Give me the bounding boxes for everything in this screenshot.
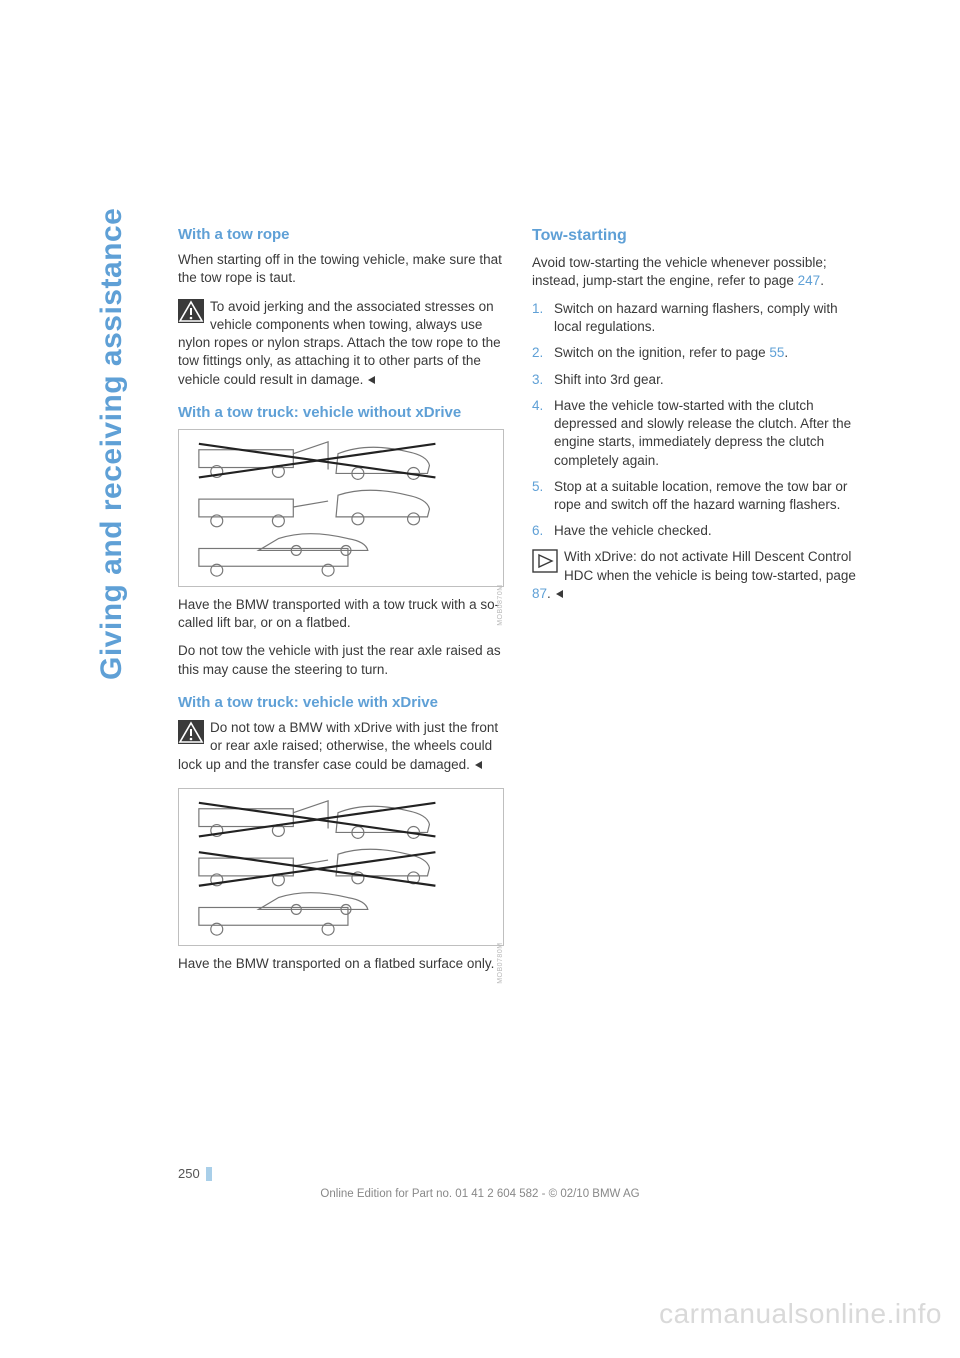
warning-block: To avoid jerking and the associated stre… [178,298,504,389]
heading-without-xdrive: With a tow truck: vehicle without xDrive [178,403,504,423]
section-tab-label: Giving and receiving assistance [95,208,129,680]
para: Do not tow the vehicle with just the rea… [178,642,504,678]
step-number: 5. [532,478,554,514]
step-text: Switch on the ignition, refer to page 55… [554,344,858,362]
list-item: 5.Stop at a suitable location, remove th… [532,478,858,514]
right-column: Tow-starting Avoid tow-starting the vehi… [532,225,858,983]
page-number: 250 [178,1166,206,1181]
list-item: 1.Switch on hazard warning flashers, com… [532,300,858,336]
heading-with-xdrive: With a tow truck: vehicle with xDrive [178,693,504,713]
list-item: 2.Switch on the ignition, refer to page … [532,344,858,362]
note-icon [532,549,558,573]
figure-id: MOB0780M [496,943,505,984]
heading-tow-rope: With a tow rope [178,225,504,245]
watermark: carmanualsonline.info [659,1298,942,1330]
step-text: Have the vehicle checked. [554,522,858,540]
steps-list: 1.Switch on hazard warning flashers, com… [532,300,858,540]
para: Avoid tow-starting the vehicle whenever … [532,254,858,290]
figure-with-xdrive: MOB0780M [178,788,504,946]
heading-tow-starting: Tow-starting [532,225,858,247]
para: When starting off in the towing vehicle,… [178,251,504,287]
page-mark [206,1167,212,1181]
step-text: Have the vehicle tow-started with the cl… [554,397,858,470]
step-number: 3. [532,371,554,389]
step-text: Stop at a suitable location, remove the … [554,478,858,514]
para: Have the BMW transported on a flatbed su… [178,955,504,973]
page-link[interactable]: 87 [532,586,547,601]
page-link[interactable]: 55 [769,345,784,360]
text: Avoid tow-starting the vehicle whenever … [532,255,827,288]
note-text: With xDrive: do not activate Hill Descen… [532,549,856,600]
figure-without-xdrive: MOB0870M [178,429,504,587]
step-text: Shift into 3rd gear. [554,371,858,389]
step-number: 6. [532,522,554,540]
note-block: With xDrive: do not activate Hill Descen… [532,548,858,603]
step-number: 4. [532,397,554,470]
warning-icon [178,720,204,744]
warning-icon [178,299,204,323]
para: Have the BMW transported with a tow truc… [178,596,504,632]
step-number: 1. [532,300,554,336]
list-item: 6.Have the vehicle checked. [532,522,858,540]
page-number-block: 250 [178,1166,212,1181]
list-item: 4.Have the vehicle tow-started with the … [532,397,858,470]
content-area: With a tow rope When starting off in the… [178,225,858,983]
warning-text: To avoid jerking and the associated stre… [178,299,501,387]
page-link[interactable]: 247 [798,273,821,288]
footer-text: Online Edition for Part no. 01 41 2 604 … [0,1188,960,1200]
end-mark-icon [474,760,484,770]
warning-text: Do not tow a BMW with xDrive with just t… [178,720,498,771]
list-item: 3.Shift into 3rd gear. [532,371,858,389]
figure-id: MOB0870M [496,584,505,625]
text: . [820,273,824,288]
end-mark-icon [555,589,565,599]
warning-block: Do not tow a BMW with xDrive with just t… [178,719,504,774]
end-mark-icon [367,375,377,385]
left-column: With a tow rope When starting off in the… [178,225,504,983]
step-text: Switch on hazard warning flashers, compl… [554,300,858,336]
step-number: 2. [532,344,554,362]
